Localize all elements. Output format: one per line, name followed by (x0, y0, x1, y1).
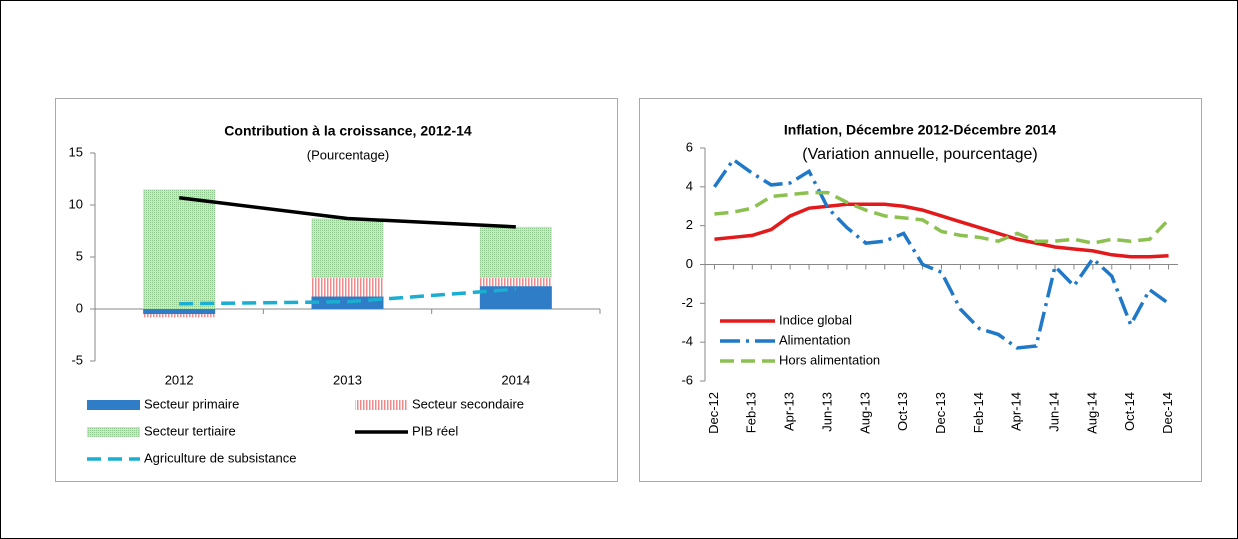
legend-swatch (355, 400, 408, 410)
legend-label: Secteur tertiaire (144, 423, 236, 438)
x-tick-label: Oct-13 (895, 392, 910, 431)
x-tick-label: 2014 (501, 372, 530, 387)
y-tick-label: 0 (686, 256, 693, 271)
bar (479, 226, 552, 278)
legend-swatch (87, 400, 140, 410)
y-tick-label: 2 (686, 217, 693, 232)
y-tick-label: -6 (681, 372, 693, 387)
y-tick-label: 5 (76, 248, 83, 263)
chart-title: Inflation, Décembre 2012-Décembre 2014 (784, 122, 1057, 138)
legend-label: Hors alimentation (779, 352, 880, 367)
legend-label: Secteur primaire (144, 396, 239, 411)
x-tick-label: Apr-14 (1009, 392, 1024, 431)
line (714, 202, 1169, 259)
y-tick-label: 0 (76, 300, 83, 315)
y-tick-label: -2 (681, 295, 693, 310)
line (179, 287, 516, 306)
legend-label: Alimentation (779, 332, 851, 347)
legend-label: PIB réel (412, 423, 458, 438)
y-tick-label: 10 (69, 196, 83, 211)
y-tick-label: 15 (69, 144, 83, 159)
bar (143, 314, 216, 318)
x-tick-label: 2013 (333, 372, 362, 387)
y-tick-label: -5 (71, 352, 83, 367)
line (714, 190, 1170, 245)
bar (311, 218, 384, 278)
legend-swatch (87, 427, 140, 437)
x-tick-label: Jun-14 (1046, 392, 1061, 432)
x-tick-label: Aug-13 (857, 392, 872, 434)
bar (143, 189, 216, 309)
chart-title: Contribution à la croissance, 2012-14 (224, 123, 472, 139)
x-tick-label: Dec-14 (1160, 392, 1175, 434)
x-tick-label: Feb-13 (744, 392, 759, 433)
legend-label: Secteur secondaire (412, 396, 524, 411)
legend-label: Agriculture de subsistance (144, 450, 296, 465)
line (178, 195, 516, 229)
x-tick-label: Dec-12 (706, 392, 721, 434)
y-tick-label: -4 (681, 334, 693, 349)
chart-subtitle: (Variation annuelle, pourcentage) (802, 146, 1037, 163)
x-tick-label: Aug-14 (1084, 392, 1099, 434)
bar (143, 309, 216, 315)
y-tick-label: 6 (686, 139, 693, 154)
x-tick-label: 2012 (165, 372, 194, 387)
x-tick-label: Dec-13 (933, 392, 948, 434)
legend-label: Indice global (779, 312, 852, 327)
x-tick-label: Apr-13 (782, 392, 797, 431)
x-tick-label: Feb-14 (971, 392, 986, 433)
x-tick-label: Jun-13 (819, 392, 834, 432)
x-tick-label: Oct-14 (1122, 392, 1137, 431)
y-tick-label: 4 (686, 178, 693, 193)
panel (639, 98, 1202, 482)
line (713, 157, 1170, 350)
bar (479, 277, 552, 287)
chart-subtitle: (Pourcentage) (307, 147, 389, 162)
bar (311, 277, 384, 297)
